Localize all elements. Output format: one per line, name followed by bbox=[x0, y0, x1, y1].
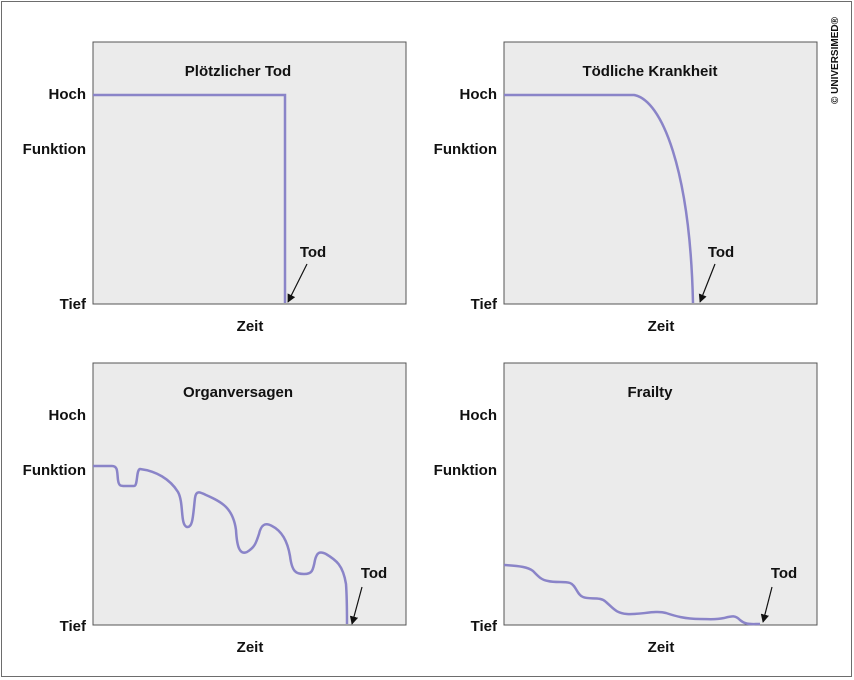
y-tick-high: Hoch bbox=[49, 86, 87, 103]
annotation-tod: Tod bbox=[708, 244, 734, 261]
plot-area bbox=[503, 362, 818, 626]
y-axis-label: Funktion bbox=[23, 462, 86, 479]
panel-title: Frailty bbox=[627, 384, 673, 401]
annotation-arrow bbox=[287, 263, 308, 303]
annotation-tod: Tod bbox=[361, 565, 387, 582]
y-tick-high: Hoch bbox=[460, 86, 498, 103]
annotation-arrow bbox=[349, 586, 363, 625]
panel-title: Organversagen bbox=[183, 384, 293, 401]
panel-title: Tödliche Krankheit bbox=[582, 63, 717, 80]
copyright-text: © UNIVERSIMED® bbox=[830, 16, 841, 104]
y-tick-low: Tief bbox=[471, 618, 498, 635]
panel-sudden-death: Plötzlicher Tod Hoch Funktion Tief Zeit … bbox=[23, 41, 407, 335]
y-tick-low: Tief bbox=[60, 618, 87, 635]
panel-frailty: Frailty Hoch Funktion Tief Zeit Tod bbox=[434, 362, 818, 656]
series-line bbox=[93, 464, 349, 625]
series-line bbox=[93, 93, 287, 303]
y-tick-low: Tief bbox=[60, 296, 87, 313]
x-axis-label: Zeit bbox=[237, 639, 264, 656]
annotation-tod: Tod bbox=[300, 244, 326, 261]
annotation-arrow bbox=[760, 586, 773, 623]
y-tick-low: Tief bbox=[471, 296, 498, 313]
x-axis-label: Zeit bbox=[648, 639, 675, 656]
x-axis-label: Zeit bbox=[237, 318, 264, 335]
panel-fatal-disease: Tödliche Krankheit Hoch Funktion Tief Ze… bbox=[434, 41, 818, 335]
plot-area bbox=[92, 41, 407, 305]
series-line bbox=[503, 563, 761, 626]
y-axis-label: Funktion bbox=[434, 141, 497, 158]
annotation-tod: Tod bbox=[771, 565, 797, 582]
y-tick-high: Hoch bbox=[49, 407, 87, 424]
annotation-arrow bbox=[698, 263, 716, 303]
panel-organ-failure: Organversagen Hoch Funktion Tief Zeit To… bbox=[23, 362, 407, 656]
x-axis-label: Zeit bbox=[648, 318, 675, 335]
y-axis-label: Funktion bbox=[434, 462, 497, 479]
series-line bbox=[504, 93, 695, 304]
y-tick-high: Hoch bbox=[460, 407, 498, 424]
y-axis-label: Funktion bbox=[23, 141, 86, 158]
panel-title: Plötzlicher Tod bbox=[185, 63, 291, 80]
plot-area bbox=[92, 362, 407, 626]
plot-area bbox=[503, 41, 818, 305]
